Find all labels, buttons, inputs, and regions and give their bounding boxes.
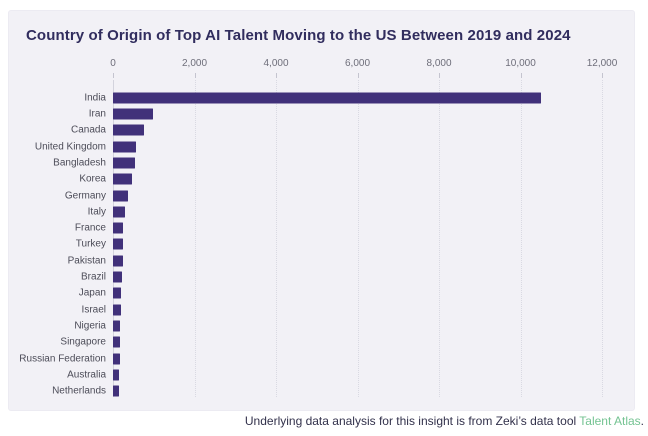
bar-label-iran: Iran: [88, 108, 106, 120]
bar-row-singapore: Singapore: [9, 334, 634, 350]
bar-row-netherlands: Netherlands: [9, 383, 634, 399]
bar-row-turkey: Turkey: [9, 236, 634, 252]
bar-label-russian-federation: Russian Federation: [19, 353, 106, 365]
bar-row-france: France: [9, 220, 634, 236]
bar-russian-federation: [113, 353, 120, 365]
talent-atlas-link[interactable]: Talent Atlas: [579, 414, 641, 428]
bar-netherlands: [113, 385, 119, 397]
x-axis-tick-label: 6,000: [344, 58, 371, 69]
x-axis-tick-mark: [113, 73, 114, 78]
bar-label-italy: Italy: [87, 206, 106, 218]
bar-row-australia: Australia: [9, 367, 634, 383]
bar-label-nigeria: Nigeria: [74, 320, 106, 332]
gridline: [276, 80, 277, 397]
bar-italy: [113, 206, 125, 218]
x-axis-tick-mark: [357, 73, 359, 78]
bar-label-australia: Australia: [67, 369, 106, 381]
bar-australia: [113, 369, 120, 381]
x-axis-tick-mark: [439, 73, 440, 78]
bar-row-italy: Italy: [9, 204, 634, 220]
bar-row-canada: Canada: [9, 122, 634, 138]
bar-israel: [113, 304, 121, 316]
x-axis-tick-mark: [194, 73, 196, 78]
bar-brazil: [113, 271, 122, 283]
x-axis-tick-mark: [520, 73, 522, 78]
gridline: [602, 80, 603, 397]
bar-label-india: India: [84, 92, 106, 104]
bar-row-pakistan: Pakistan: [9, 253, 634, 269]
gridline: [194, 80, 196, 397]
bar-label-netherlands: Netherlands: [52, 385, 106, 397]
x-axis-tick-label: 8,000: [426, 58, 452, 69]
x-axis-tick-label: 4,000: [263, 58, 289, 69]
bar-turkey: [113, 238, 124, 250]
bar-label-israel: Israel: [81, 304, 106, 316]
bar-label-bangladesh: Bangladesh: [53, 157, 106, 169]
bar-row-russian-federation: Russian Federation: [9, 350, 634, 366]
bar-pakistan: [113, 255, 123, 267]
x-axis-tick-label: 12,000: [586, 58, 618, 69]
bar-label-canada: Canada: [70, 124, 106, 136]
bar-row-united-kingdom: United Kingdom: [9, 138, 634, 154]
bar-label-germany: Germany: [64, 190, 106, 201]
bar-label-france: France: [74, 222, 106, 234]
bar-india: [113, 92, 541, 104]
gridline: [439, 80, 440, 397]
x-axis-tick-label: 10,000: [505, 58, 536, 69]
bar-iran: [113, 108, 154, 120]
bar-japan: [113, 287, 122, 299]
chart-panel: Country of Origin of Top AI Talent Movin…: [8, 10, 635, 411]
bar-label-korea: Korea: [79, 173, 106, 185]
bar-label-singapore: Singapore: [60, 336, 106, 348]
attribution-text: Underlying data analysis for this insigh…: [244, 414, 580, 428]
bar-label-brazil: Brazil: [80, 271, 106, 283]
bar-row-bangladesh: Bangladesh: [9, 155, 634, 171]
x-axis-tick-mark: [276, 73, 277, 78]
bar-row-india: India: [9, 90, 634, 106]
attribution-footer: Underlying data analysis for this insigh…: [245, 414, 644, 428]
bar-row-nigeria: Nigeria: [9, 318, 634, 334]
bar-row-iran: Iran: [9, 106, 634, 122]
bar-singapore: [113, 336, 120, 348]
bar-label-united-kingdom: United Kingdom: [34, 141, 106, 153]
bar-row-israel: Israel: [9, 302, 634, 318]
bar-germany: [113, 190, 128, 201]
x-axis-tick-label: 2,000: [181, 58, 208, 69]
bar-canada: [113, 124, 144, 136]
bar-row-brazil: Brazil: [9, 269, 634, 285]
attribution-period: .: [640, 414, 644, 428]
chart-title: Country of Origin of Top AI Talent Movin…: [26, 27, 571, 44]
bar-bangladesh: [113, 157, 135, 169]
axis-zero-line: [113, 80, 114, 397]
bar-row-korea: Korea: [9, 171, 634, 187]
bar-label-turkey: Turkey: [75, 238, 106, 250]
x-axis-tick-mark: [602, 73, 603, 78]
bar-united-kingdom: [113, 141, 137, 153]
bar-row-japan: Japan: [9, 285, 634, 301]
gridline: [520, 80, 522, 397]
bar-nigeria: [113, 320, 121, 332]
bar-france: [113, 222, 124, 234]
gridline: [357, 80, 359, 397]
bar-korea: [113, 173, 133, 185]
bar-label-japan: Japan: [78, 287, 106, 299]
bar-label-pakistan: Pakistan: [67, 255, 106, 267]
bar-row-germany: Germany: [9, 187, 634, 203]
x-axis-tick-label: 0: [110, 58, 116, 69]
